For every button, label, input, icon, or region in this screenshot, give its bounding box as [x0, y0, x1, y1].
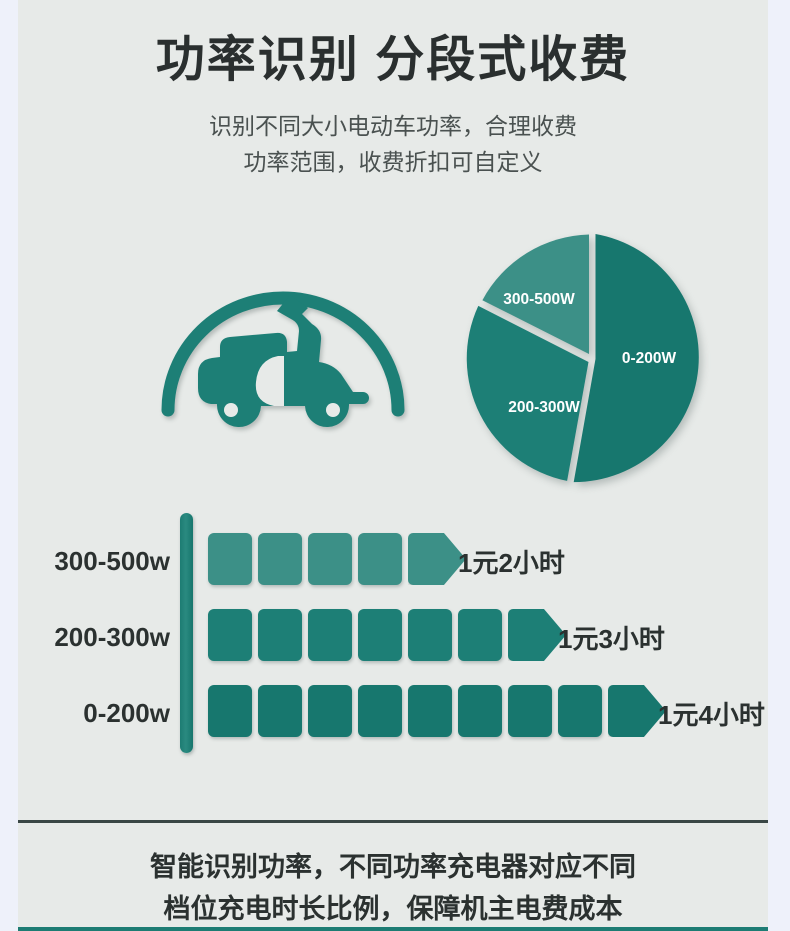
subtitle-line-2: 功率范围，收费折扣可自定义 [243, 149, 543, 175]
bar-segments-200-300w [208, 609, 566, 665]
bar-segment [508, 685, 552, 737]
bar-segment [258, 609, 302, 661]
power-distribution-pie-chart: 0-200W 300-500W 200-300W [461, 228, 723, 490]
content-card: 功率识别 分段式收费 识别不同大小电动车功率，合理收费 功率范围，收费折扣可自定… [18, 0, 768, 931]
left-edge-rail [0, 0, 18, 931]
bar-segment [358, 533, 402, 585]
scooter-rear-wheel-hub [326, 403, 340, 417]
pie-label-0-200w: 0-200W [622, 350, 677, 367]
bar-row-0-200w: 0-200w 1元4小时 [18, 685, 768, 741]
scooter-front-wheel-hub [224, 403, 238, 417]
power-tier-bar-chart: 300-500w 1元2小时 200-300w [18, 505, 768, 770]
bar-segment [408, 685, 452, 737]
bar-segment [208, 685, 252, 737]
pie-slice-0-200w [573, 234, 699, 483]
bar-label-0-200w: 0-200w [83, 697, 170, 728]
bar-segment [308, 609, 352, 661]
bar-label-200-300w: 200-300w [54, 621, 170, 652]
footer-text: 智能识别功率，不同功率充电器对应不同 档位充电时长比例，保障机主电费成本 [18, 846, 768, 930]
bar-segment [258, 685, 302, 737]
pie-slice-300-500w [482, 234, 589, 354]
page-subtitle: 识别不同大小电动车功率，合理收费 功率范围，收费折扣可自定义 [18, 108, 768, 180]
bar-segment [208, 609, 252, 661]
footer-line-2: 档位充电时长比例，保障机主电费成本 [163, 894, 623, 924]
scooter-icon [161, 291, 405, 428]
footer-divider [18, 820, 768, 823]
bar-segment [308, 533, 352, 585]
bar-segment [208, 533, 252, 585]
page-title: 功率识别 分段式收费 [155, 33, 631, 87]
arc-icon [161, 291, 405, 417]
bar-segment [408, 609, 452, 661]
scooter-illustration [158, 260, 408, 450]
scooter-leg-space [255, 356, 284, 406]
bar-price-200-300w: 1元3小时 [558, 623, 665, 654]
bar-segment [358, 609, 402, 661]
bar-segments-0-200w [208, 685, 666, 741]
bar-segment [558, 685, 602, 737]
bar-segment [308, 685, 352, 737]
bar-row-300-500w: 300-500w 1元2小时 [18, 533, 768, 589]
pie-slice-200-300w [466, 305, 589, 481]
bar-label-300-500w: 300-500w [54, 545, 170, 576]
chart-axis-bar [180, 513, 193, 753]
bar-segment [258, 533, 302, 585]
pie-label-300-500w: 300-500W [503, 291, 575, 308]
bar-segment [458, 609, 502, 661]
bottom-accent-bar [18, 927, 768, 931]
bar-row-200-300w: 200-300w 1元3小时 [18, 609, 768, 665]
bar-segment [458, 685, 502, 737]
bar-segments-300-500w [208, 533, 466, 589]
right-edge-rail [768, 0, 790, 931]
bar-price-0-200w: 1元4小时 [658, 699, 765, 730]
pie-label-200-300w: 200-300W [508, 399, 580, 416]
bar-price-300-500w: 1元2小时 [458, 547, 565, 578]
bar-segment [358, 685, 402, 737]
footer-line-1: 智能识别功率，不同功率充电器对应不同 [150, 852, 636, 882]
subtitle-line-1: 识别不同大小电动车功率，合理收费 [209, 113, 577, 139]
